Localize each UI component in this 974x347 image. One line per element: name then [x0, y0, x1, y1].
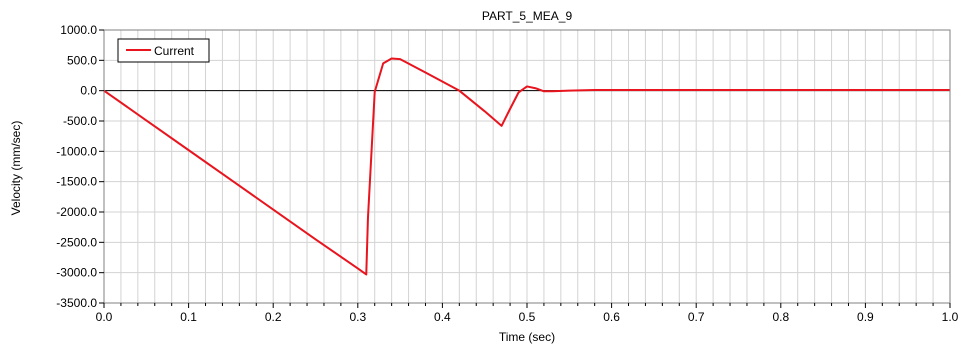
series-lines	[103, 57, 950, 276]
y-tick-label: 1000.0	[60, 23, 97, 37]
legend-box	[117, 38, 210, 63]
x-tick-label: 0.6	[603, 310, 620, 324]
x-tick-label: 0.5	[519, 310, 536, 324]
x-tick-label: 0.7	[688, 310, 705, 324]
y-tick-label: -1000.0	[56, 144, 97, 158]
y-tick-label: -2500.0	[56, 235, 97, 249]
y-tick-label: -2000.0	[56, 205, 97, 219]
y-tick-label: -3500.0	[56, 296, 97, 310]
x-tick-label: 0.9	[857, 310, 874, 324]
x-tick-label: 0.0	[96, 310, 113, 324]
legend-label-current: Current	[154, 44, 195, 58]
series-line-current	[103, 57, 950, 276]
legend: Current	[117, 38, 210, 63]
chart-title: PART_5_MEA_9	[482, 9, 573, 23]
x-tick-label: 0.3	[349, 310, 366, 324]
x-tick-label: 0.8	[772, 310, 789, 324]
y-tick-label: -3000.0	[56, 266, 97, 280]
grid-lines	[104, 30, 950, 303]
y-axis-label: Velocity (mm/sec)	[9, 121, 23, 216]
x-axis-label: Time (sec)	[499, 330, 555, 344]
y-tick-label: -1500.0	[56, 175, 97, 189]
y-tick-label: -500.0	[63, 114, 97, 128]
x-axis-ticks: 0.0 0.1 0.2 0.3 0.4 0.5 0.6 0.7 0.8 0.9 1.0	[96, 303, 959, 324]
y-tick-label: 500.0	[67, 53, 97, 67]
y-axis-ticks: 1000.0 500.0 0.0 -500.0 -1000.0 -1500.0 -2000.…	[56, 23, 104, 310]
x-tick-label: 1.0	[942, 310, 959, 324]
x-tick-label: 0.1	[180, 310, 197, 324]
x-tick-label: 0.2	[265, 310, 282, 324]
y-tick-label: 0.0	[80, 84, 97, 98]
x-tick-label: 0.4	[434, 310, 451, 324]
